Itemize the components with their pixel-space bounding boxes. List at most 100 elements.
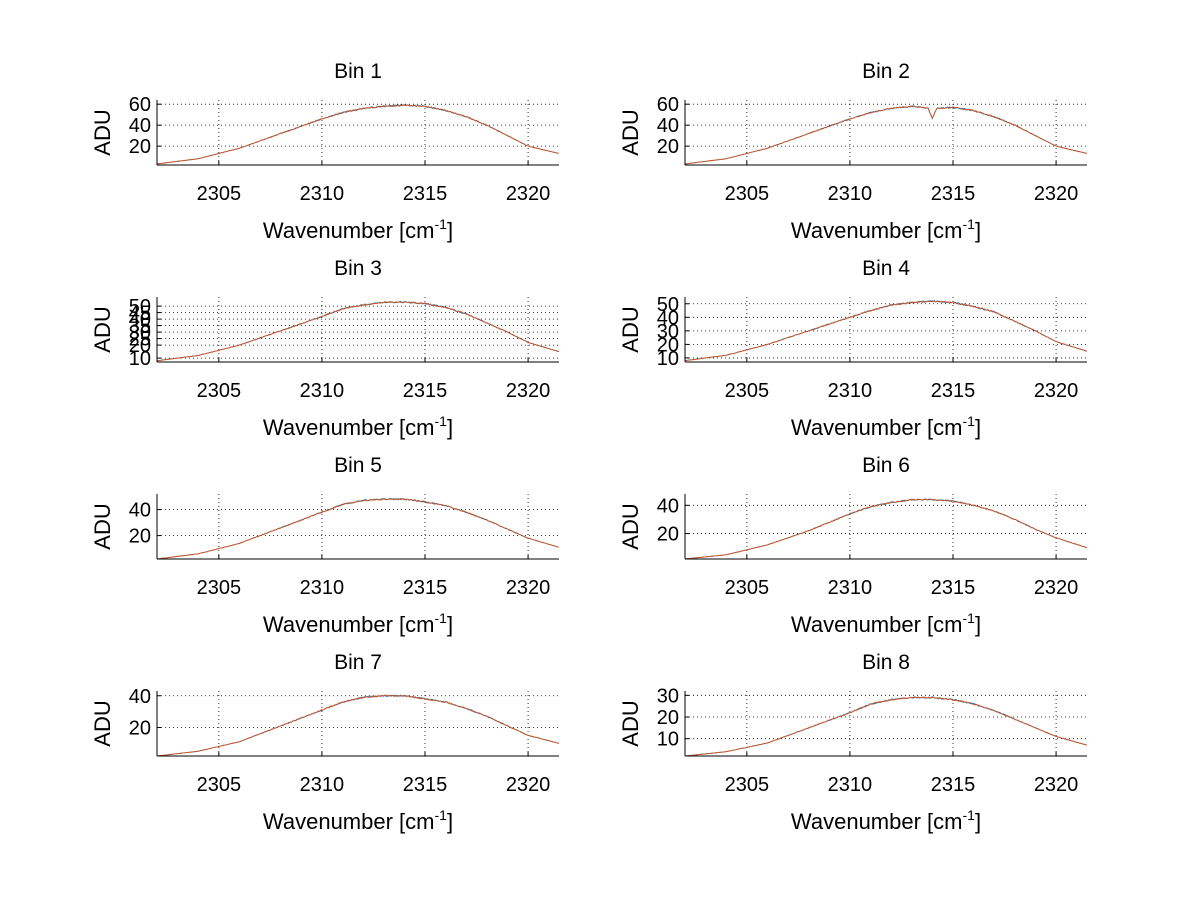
series-group (157, 694, 559, 756)
x-axis-label-text: Wavenumber [cm (791, 612, 963, 637)
x-tick-label: 2310 (300, 183, 345, 205)
y-tick-label: 60 (129, 94, 151, 116)
y-axis-label: ADU (90, 109, 115, 155)
y-axis-label: ADU (90, 700, 115, 746)
x-axis-label-superscript: -1 (963, 807, 976, 823)
x-axis-label: Wavenumber [cm-1] (791, 216, 981, 243)
y-tick-label: 40 (129, 309, 151, 331)
chart-title: Bin 8 (862, 651, 910, 674)
series-group (685, 299, 1087, 362)
x-tick-label: 2310 (828, 577, 873, 599)
x-axis-label-close: ] (447, 218, 453, 243)
y-tick-label: 10 (657, 729, 679, 751)
series-line-1 (157, 301, 559, 362)
y-tick-label: 40 (657, 495, 679, 517)
series-line-2 (157, 694, 559, 756)
x-tick-label: 2305 (725, 183, 770, 205)
x-axis-label: Wavenumber [cm-1] (791, 610, 981, 637)
chart-panel-7: 2305 2310 2315 2320 20 40 Bin 7 Wavenumber [cm-… (90, 651, 559, 834)
x-axis-label-superscript: -1 (963, 216, 976, 232)
series-line-1 (157, 497, 559, 559)
y-tick-label: 20 (129, 526, 151, 548)
y-tick-label: 60 (657, 94, 679, 116)
x-tick-label: 2305 (725, 774, 770, 796)
y-tick-label: 25 (129, 329, 151, 351)
x-axis-label-text: Wavenumber [cm (791, 809, 963, 834)
series-line-1 (685, 696, 1087, 756)
y-tick-label: 10 (129, 348, 151, 370)
x-tick-label: 2315 (931, 183, 976, 205)
series-line-2 (685, 300, 1087, 362)
y-tick-label: 40 (657, 115, 679, 137)
x-axis-label: Wavenumber [cm-1] (263, 807, 453, 834)
x-tick-label: 2305 (725, 380, 770, 402)
x-axis-label-text: Wavenumber [cm (791, 218, 963, 243)
x-axis-label-text: Wavenumber [cm (263, 612, 435, 637)
x-axis-label-text: Wavenumber [cm (263, 415, 435, 440)
chart-title: Bin 4 (862, 257, 910, 280)
x-axis-label-superscript: -1 (435, 413, 448, 429)
x-axis-label-superscript: -1 (435, 610, 448, 626)
x-tick-label: 2320 (1034, 183, 1079, 205)
x-tick-label: 2305 (197, 183, 242, 205)
series-line-1 (685, 105, 1087, 165)
x-tick-label: 2315 (403, 774, 448, 796)
x-tick-label: 2310 (828, 183, 873, 205)
x-axis-label-text: Wavenumber [cm (791, 415, 963, 440)
x-axis-label-close: ] (447, 612, 453, 637)
x-tick-label: 2315 (931, 577, 976, 599)
y-tick-label: 40 (129, 686, 151, 708)
x-tick-label: 2310 (828, 380, 873, 402)
x-axis-label-close: ] (975, 218, 981, 243)
x-axis-label-close: ] (447, 415, 453, 440)
y-tick-label: 20 (657, 707, 679, 729)
x-tick-label: 2320 (506, 183, 551, 205)
series-line-2 (157, 104, 559, 165)
x-tick-label: 2305 (725, 577, 770, 599)
x-tick-label: 2310 (300, 577, 345, 599)
x-tick-label: 2315 (403, 183, 448, 205)
y-tick-label: 40 (129, 115, 151, 137)
series-group (685, 696, 1087, 756)
x-axis-label-text: Wavenumber [cm (263, 218, 435, 243)
x-tick-label: 2310 (300, 380, 345, 402)
chart-title: Bin 6 (862, 454, 910, 477)
x-axis-label: Wavenumber [cm-1] (263, 610, 453, 637)
x-tick-label: 2310 (300, 774, 345, 796)
y-tick-label: 30 (657, 321, 679, 343)
series-group (685, 105, 1087, 165)
y-tick-label: 50 (657, 294, 679, 316)
y-tick-label: 30 (657, 685, 679, 707)
y-tick-label: 40 (657, 307, 679, 329)
y-tick-label: 20 (657, 334, 679, 356)
x-axis-label-superscript: -1 (435, 216, 448, 232)
series-group (157, 300, 559, 362)
x-axis-label-superscript: -1 (963, 413, 976, 429)
chart-panel-6: 2305 2310 2315 2320 20 40 Bin 6 Wavenumber [cm-… (618, 454, 1087, 637)
x-axis-label-close: ] (975, 809, 981, 834)
x-axis-label: Wavenumber [cm-1] (791, 807, 981, 834)
y-axis-label: ADU (618, 306, 643, 352)
series-group (685, 498, 1087, 559)
x-axis-label-close: ] (975, 415, 981, 440)
x-axis-label-superscript: -1 (963, 610, 976, 626)
x-tick-label: 2320 (1034, 577, 1079, 599)
x-axis-label-text: Wavenumber [cm (263, 809, 435, 834)
x-tick-label: 2305 (197, 577, 242, 599)
y-tick-label: 45 (129, 303, 151, 325)
y-tick-label: 50 (129, 296, 151, 318)
y-tick-label: 30 (129, 322, 151, 344)
x-axis-label: Wavenumber [cm-1] (263, 216, 453, 243)
series-line-2 (157, 300, 559, 362)
x-tick-label: 2310 (828, 774, 873, 796)
y-tick-label: 10 (657, 348, 679, 370)
chart-title: Bin 3 (334, 257, 382, 280)
x-tick-label: 2315 (403, 577, 448, 599)
y-tick-label: 35 (129, 316, 151, 338)
y-axis-label: ADU (618, 503, 643, 549)
